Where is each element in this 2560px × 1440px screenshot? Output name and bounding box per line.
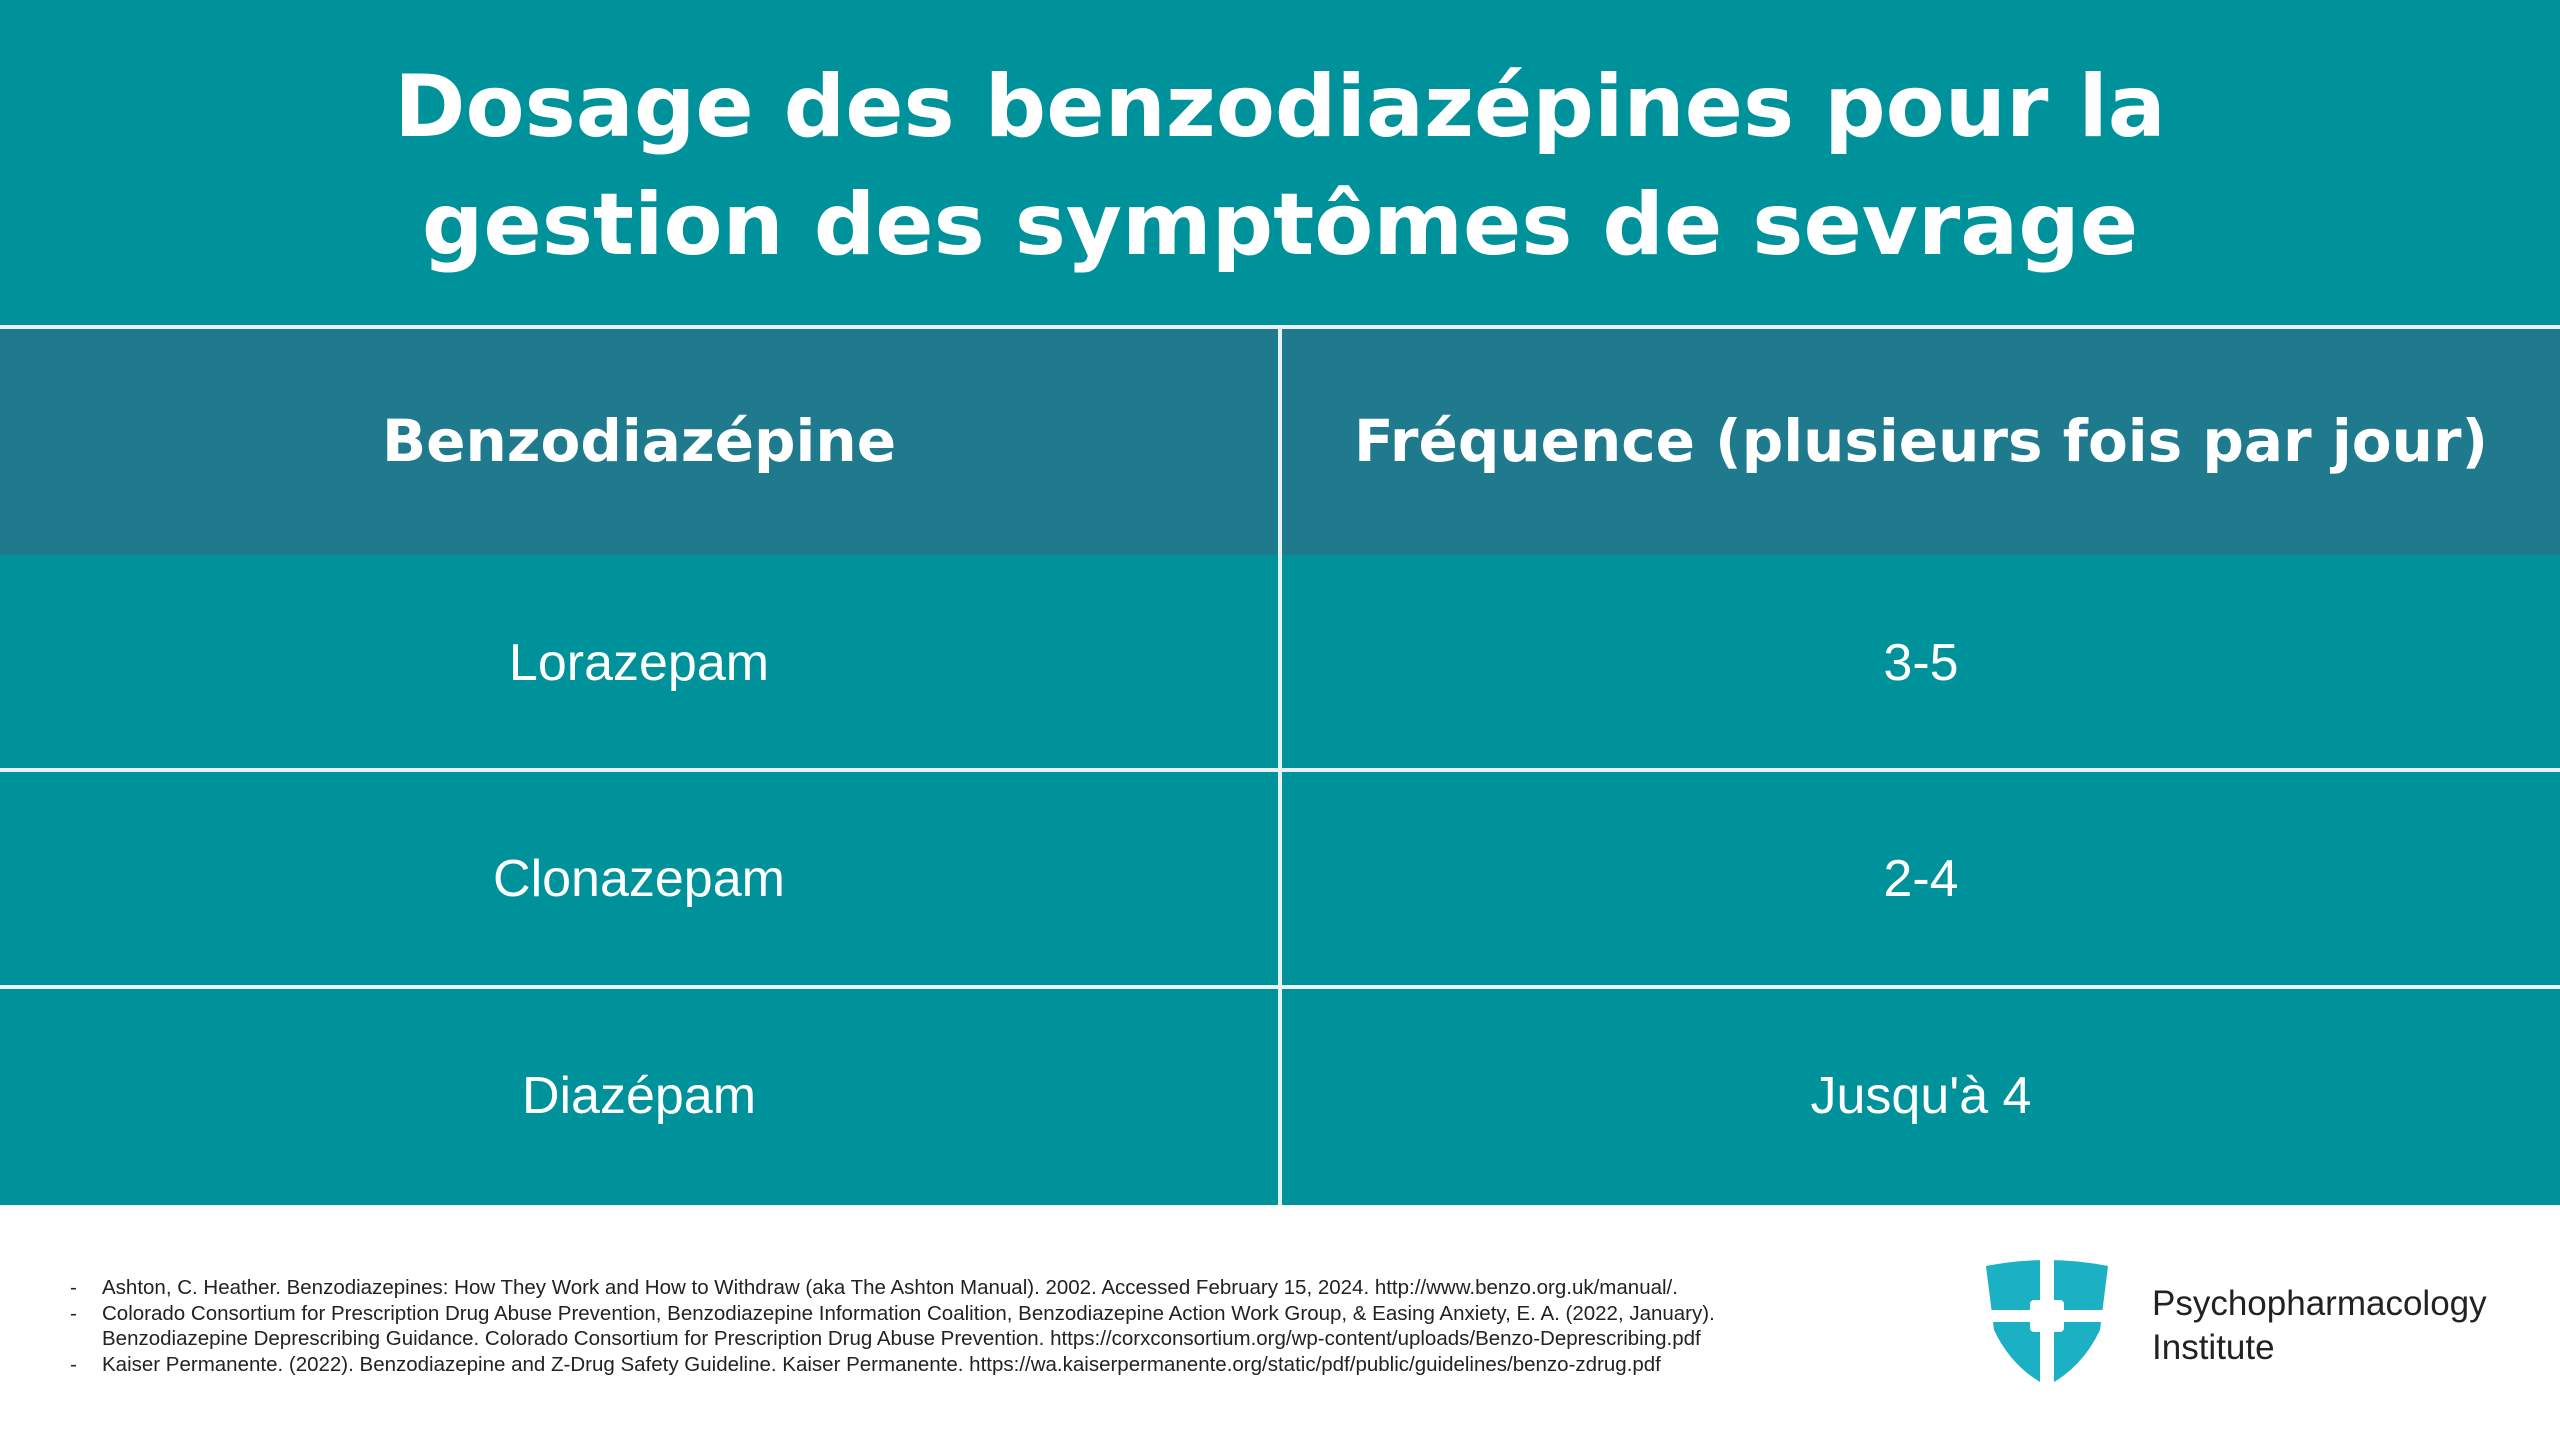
cell: Jusqu'à 4 [1810,1067,2032,1125]
reference: Kaiser Permanente. (2022). Benzodiazepin… [70,1352,1790,1378]
cell: 3-5 [1883,633,1959,692]
rule [1278,327,1282,1205]
title: Dosage des benzodiazépines pour la gesti… [394,57,2166,275]
cell: 2-4 [1883,849,1959,908]
cell: Clonazepam [493,849,785,908]
logo-line: Institute [2152,1328,2275,1367]
header-cell: Benzodiazépine [0,327,1278,555]
logo-text: Psychopharmacology Institute [2152,1282,2487,1370]
reference: Colorado Consortium for Prescription Dru… [70,1301,1790,1352]
header-cell: Fréquence (plusieurs fois par jour) [1282,327,2560,555]
cell: Lorazepam [508,633,770,692]
logo-line: Psychopharmacology [2152,1284,2487,1323]
references: Ashton, C. Heather. Benzodiazepines: How… [70,1275,1790,1377]
table-panel: Dosage des benzodiazépines pour la gesti… [0,0,2560,1205]
reference: Ashton, C. Heather. Benzodiazepines: How… [70,1275,1790,1301]
logo-shield [1982,1260,2112,1388]
cell: Diazépam [521,1067,757,1125]
